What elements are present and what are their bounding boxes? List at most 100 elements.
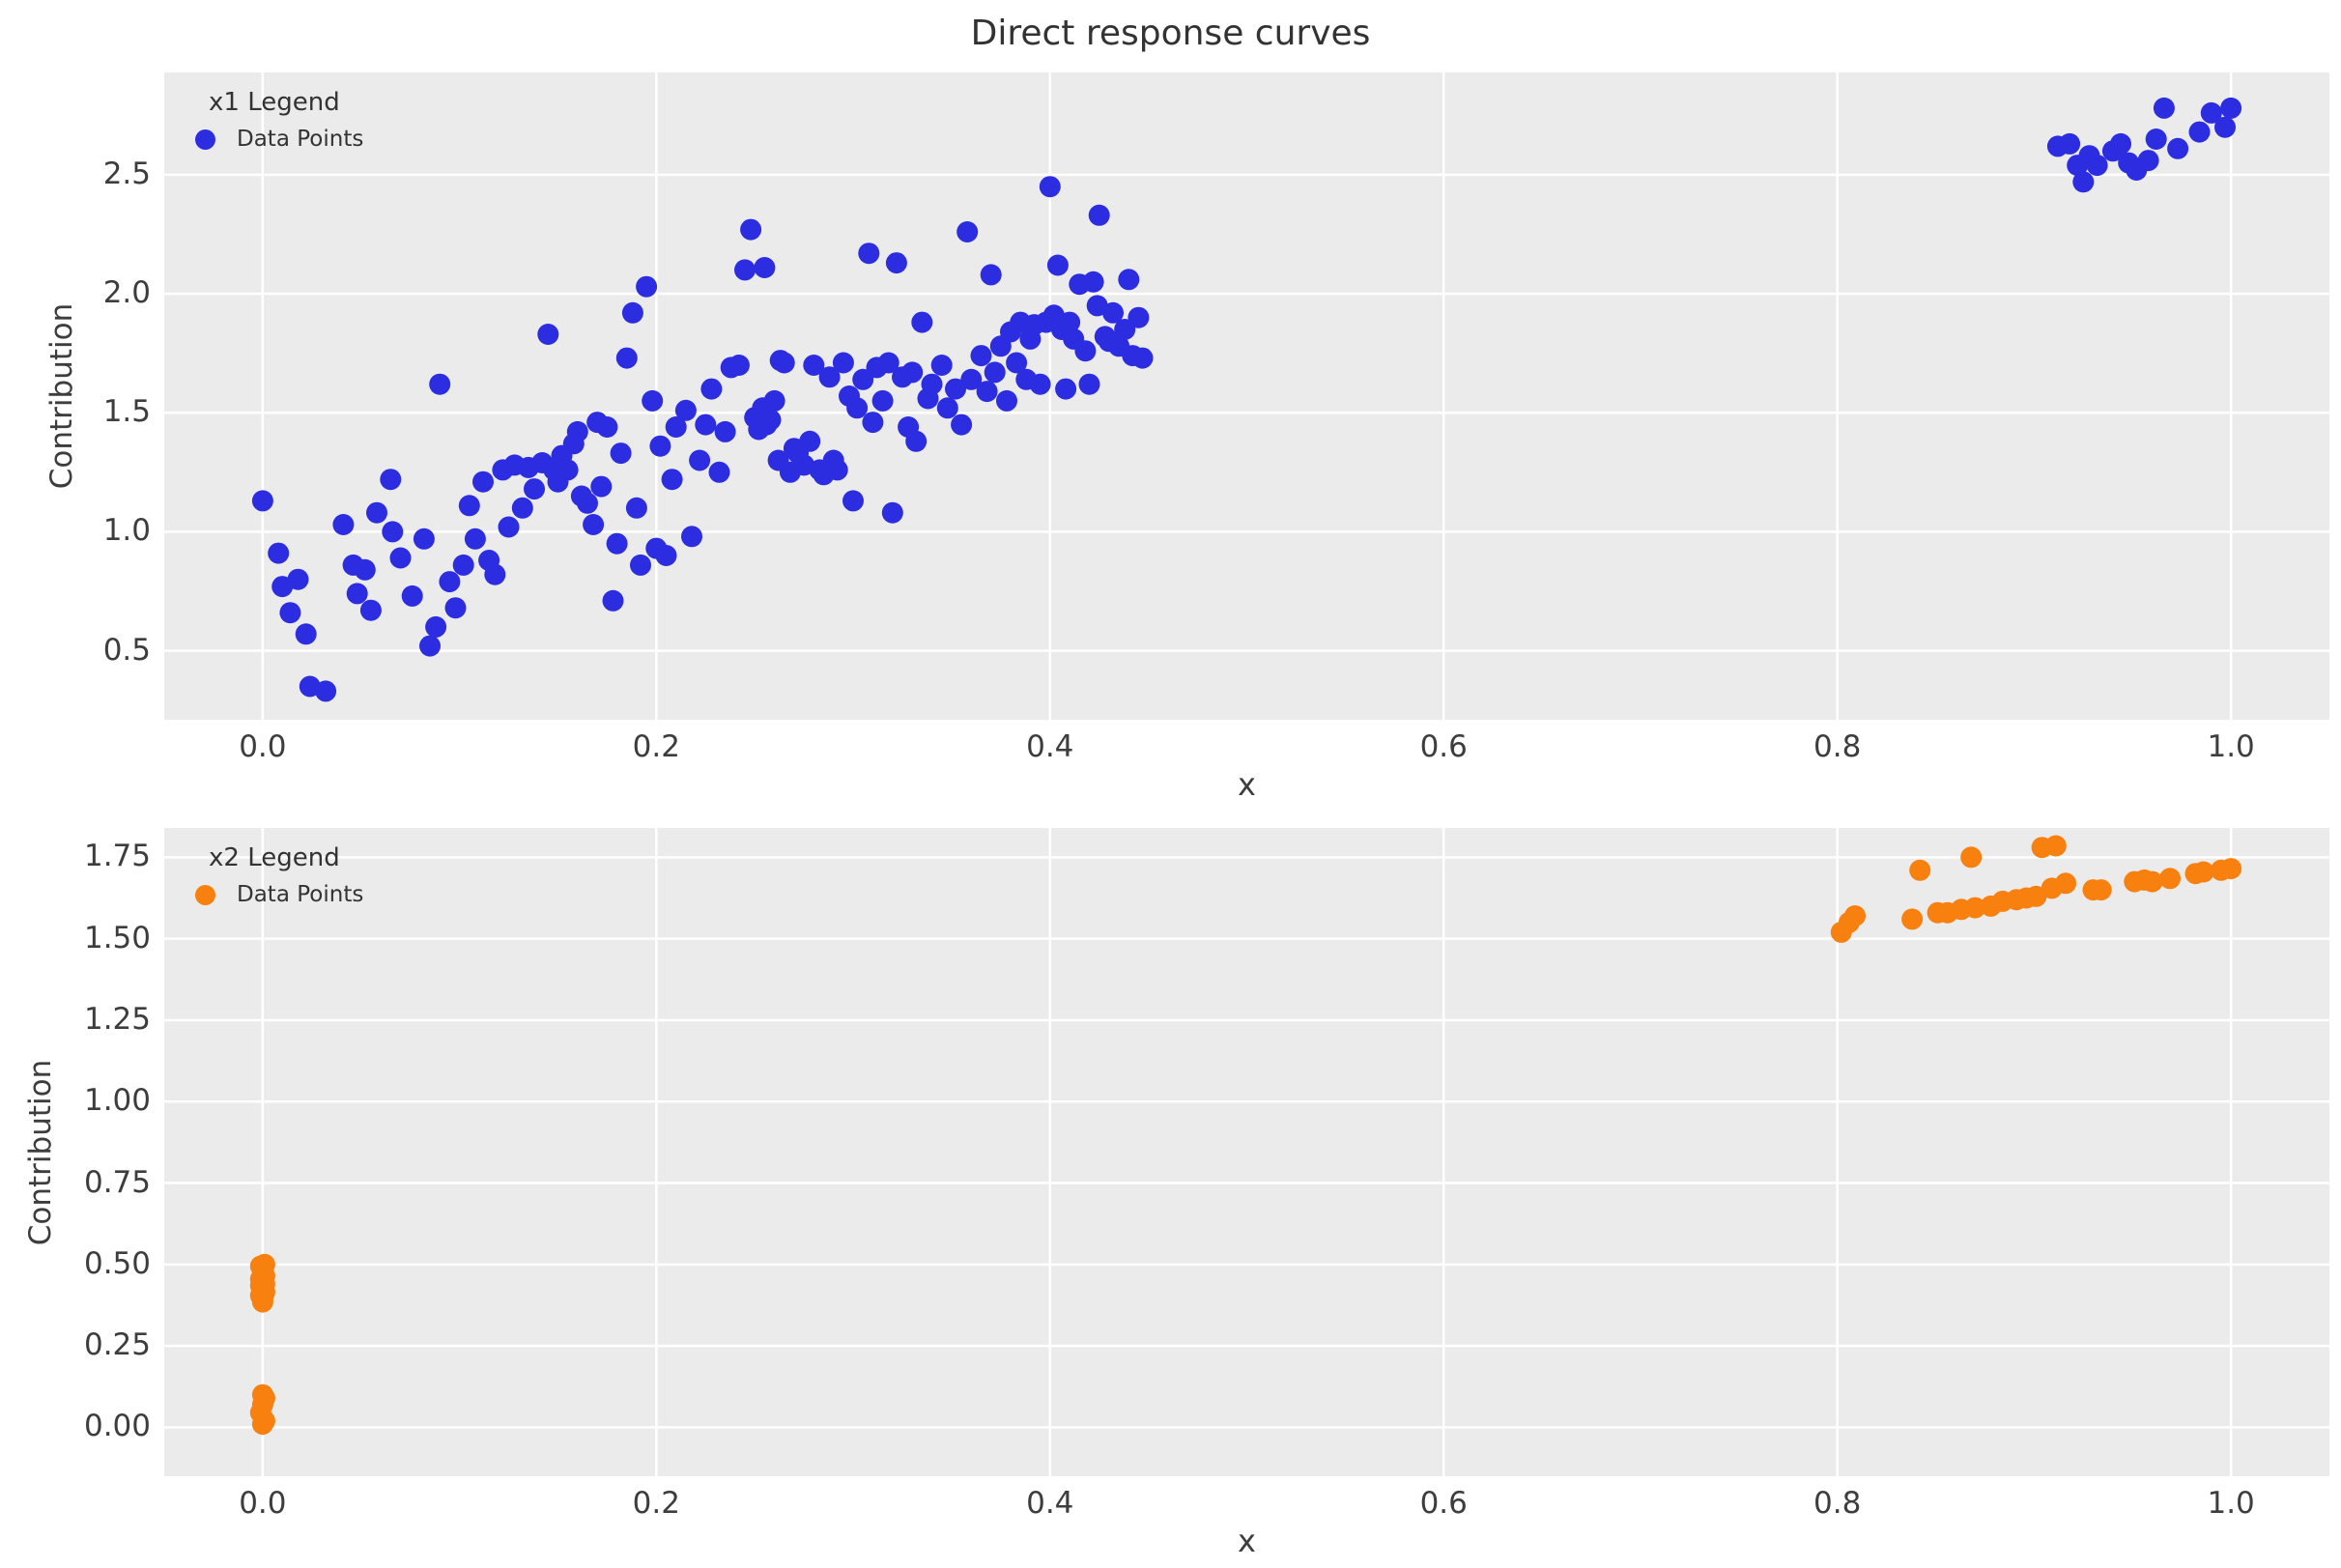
data-point: [649, 435, 671, 457]
data-point: [674, 399, 697, 421]
data-point: [832, 352, 854, 374]
data-point: [332, 514, 355, 535]
data-point: [956, 221, 979, 242]
x-tick-label: 1.0: [2207, 729, 2255, 764]
data-point: [911, 311, 933, 333]
data-point: [401, 584, 423, 607]
y-tick-label: 0.25: [83, 1327, 151, 1363]
data-point: [1964, 897, 1986, 919]
data-point: [970, 345, 992, 367]
data-point: [268, 542, 290, 564]
data-point: [1074, 340, 1097, 362]
data-point: [945, 378, 966, 400]
x-axis-label: x: [1238, 1523, 1256, 1559]
data-point: [2214, 116, 2236, 138]
data-point: [524, 478, 545, 500]
data-point: [728, 355, 750, 376]
data-point: [1059, 311, 1081, 333]
subplot-x1: x1 Legend Data Points x Contribution 0.0…: [44, 72, 2329, 803]
data-point: [976, 381, 998, 403]
data-point: [695, 413, 717, 436]
y-tick-label: 2.5: [102, 156, 151, 191]
data-point: [458, 495, 480, 517]
y-tick-label: 0.50: [83, 1245, 151, 1281]
data-point: [1039, 176, 1061, 198]
data-point: [689, 449, 711, 471]
x-axis-label: x: [1238, 766, 1256, 803]
data-point: [1909, 859, 1931, 881]
y-tick-label: 1.5: [102, 394, 151, 430]
data-point: [960, 368, 983, 390]
data-point: [930, 355, 953, 376]
data-point: [2220, 858, 2242, 880]
legend-entry-label: Data Points: [237, 127, 364, 152]
data-point: [773, 352, 795, 374]
data-point: [2167, 137, 2189, 159]
data-point: [655, 545, 677, 566]
data-point: [625, 497, 647, 519]
data-point: [2072, 171, 2095, 193]
data-point: [413, 527, 435, 550]
data-point: [464, 527, 486, 550]
data-point: [295, 623, 317, 645]
x-tick-label: 0.0: [239, 729, 287, 764]
x-tick-label: 0.8: [1813, 729, 1862, 764]
data-point: [681, 526, 702, 548]
data-point: [615, 347, 638, 369]
y-tick-label: 1.00: [83, 1083, 151, 1119]
data-point: [380, 469, 402, 491]
data-point: [382, 521, 404, 543]
data-point: [577, 492, 598, 514]
data-point: [537, 324, 559, 345]
data-point: [881, 501, 903, 524]
data-point: [1131, 347, 1154, 369]
data-point: [901, 361, 924, 384]
data-point: [1029, 373, 1051, 395]
data-point: [1118, 269, 1140, 291]
data-point: [700, 378, 723, 400]
data-point: [2025, 885, 2047, 907]
data-point: [444, 597, 467, 619]
data-point: [818, 366, 841, 388]
x-tick-label: 0.4: [1026, 1486, 1074, 1521]
y-tick-label: 1.75: [83, 839, 151, 874]
data-point: [842, 490, 864, 512]
x-tick-label: 0.6: [1419, 729, 1468, 764]
legend-x1: x1 Legend Data Points: [193, 88, 363, 152]
legend-title: x2 Legend: [209, 843, 340, 872]
x-tick-label: 1.0: [2207, 1486, 2255, 1521]
data-point: [984, 361, 1006, 384]
data-point: [602, 589, 624, 612]
data-point: [885, 252, 907, 274]
data-point: [251, 490, 273, 512]
data-point: [754, 257, 776, 278]
y-tick-label: 1.50: [83, 920, 151, 955]
data-point: [484, 563, 506, 585]
data-point: [846, 397, 869, 419]
y-tick-label: 2.0: [102, 275, 151, 311]
y-tick-label: 0.5: [102, 632, 151, 668]
data-point: [1055, 378, 1077, 400]
data-point: [583, 514, 605, 535]
data-point: [2141, 870, 2163, 893]
data-point: [1006, 352, 1028, 374]
data-point: [714, 420, 736, 442]
data-point: [1088, 204, 1110, 226]
data-point: [1078, 373, 1100, 395]
data-point: [803, 355, 825, 376]
y-tick-label: 0.00: [83, 1409, 151, 1444]
figure-title: Direct response curves: [970, 14, 1371, 53]
data-point: [877, 352, 899, 374]
legend-entry: Data Points: [193, 882, 363, 907]
data-point: [253, 1253, 275, 1275]
data-point: [1844, 905, 1866, 927]
data-point: [740, 218, 762, 241]
data-point: [251, 1383, 273, 1406]
subplot-x2: x2 Legend Data Points x Contribution 0.0…: [23, 828, 2329, 1559]
data-point: [596, 416, 618, 438]
data-point: [621, 301, 643, 324]
legend-entry: Data Points: [193, 127, 363, 152]
data-point: [630, 554, 651, 576]
data-point: [2055, 872, 2076, 895]
data-point: [2145, 128, 2167, 150]
